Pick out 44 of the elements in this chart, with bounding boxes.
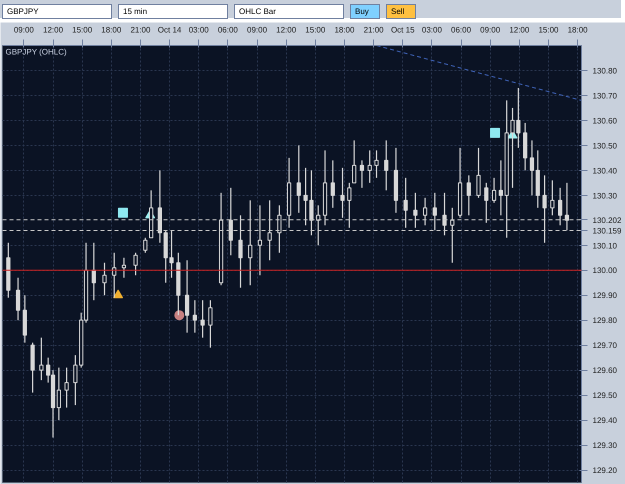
text: GBPJPY (2, 4, 112, 20)
x-tick-label: 12:00 (276, 26, 297, 34)
x-tick-label: Oct 14 (158, 26, 182, 34)
x-tick-label: 18:00 (334, 26, 356, 34)
x-tick-label: 09:00 (480, 26, 501, 34)
y-tick-label: 129.30 (592, 441, 618, 450)
text: Sell (386, 4, 416, 20)
y-tick-label: 130.60 (592, 116, 618, 126)
x-tick-label: 18:00 (568, 26, 588, 34)
x-tick-label: 15:00 (72, 26, 93, 34)
x-tick-label: 03:00 (422, 26, 442, 34)
y-tick-label: 129.50 (592, 391, 618, 400)
y-tick-label: 129.80 (592, 316, 618, 326)
chart-title: GBPJPY (OHLC) (6, 48, 68, 56)
y-tick-label: 129.70 (592, 341, 618, 350)
y-tick-label: 129.20 (592, 466, 618, 476)
x-tick-label: 21:00 (364, 26, 384, 34)
y-tick-label: 129.90 (592, 291, 618, 300)
y-tick-label: 130.30 (592, 191, 618, 200)
text: OHLC Bar (234, 4, 344, 20)
x-tick-label: Oct 15 (390, 26, 416, 34)
y-tick-label: 130.50 (592, 141, 618, 150)
x-tick-label: 21:00 (130, 26, 152, 34)
x-tick-label: 06:00 (218, 26, 238, 34)
y-tick-label: 130.40 (592, 166, 618, 176)
text: 15 min (118, 4, 228, 20)
x-tick-label: 12:00 (43, 26, 64, 34)
ref-line-label: 130.202 (592, 216, 622, 225)
x-tick-label: 06:00 (451, 26, 472, 34)
ref-line-label: 130.159 (592, 226, 622, 236)
x-tick-label: 03:00 (188, 26, 210, 34)
y-tick-label: 130.00 (592, 266, 618, 276)
x-tick-label: 12:00 (509, 26, 530, 34)
y-tick-label: 130.70 (592, 91, 618, 100)
y-tick-label: 129.60 (592, 366, 618, 376)
x-tick-label: 15:00 (305, 26, 326, 34)
x-tick-label: 15:00 (538, 26, 560, 34)
y-tick-label: 130.10 (592, 241, 618, 250)
x-tick-label: 18:00 (101, 26, 122, 34)
y-tick-label: 130.80 (592, 66, 618, 76)
y-tick-label: 129.40 (592, 416, 618, 426)
text: Buy (350, 4, 380, 20)
x-tick-label: 09:00 (247, 26, 268, 34)
x-tick-label: 09:00 (14, 26, 34, 34)
